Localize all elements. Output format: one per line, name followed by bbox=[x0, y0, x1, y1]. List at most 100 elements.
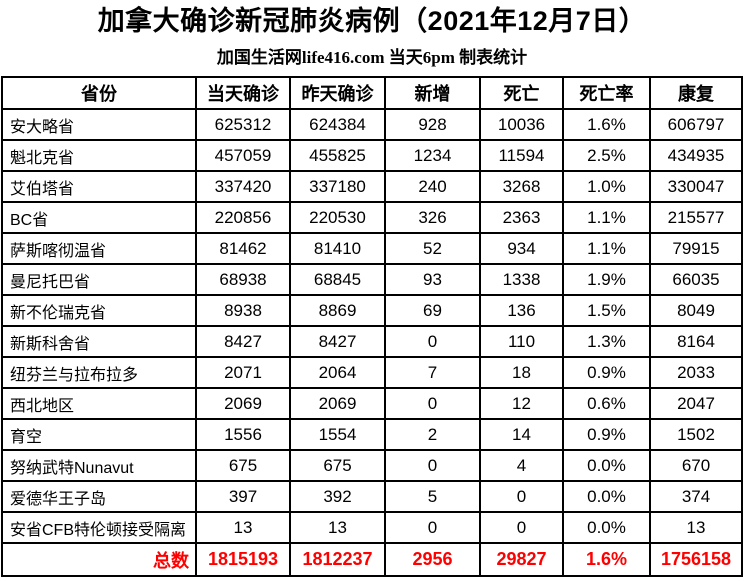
cell-deaths: 0 bbox=[479, 511, 564, 545]
totals-today: 1815193 bbox=[195, 542, 291, 578]
cell-new: 69 bbox=[384, 294, 481, 328]
cell-new: 52 bbox=[384, 232, 481, 266]
cell-recovered: 8164 bbox=[649, 325, 743, 359]
cell-yesterday: 337180 bbox=[289, 170, 386, 204]
cell-yesterday: 8869 bbox=[289, 294, 386, 328]
cell-recovered: 374 bbox=[649, 480, 743, 514]
cell-province: 曼尼托巴省 bbox=[1, 263, 197, 297]
cell-deaths: 11594 bbox=[479, 139, 564, 173]
cell-today: 625312 bbox=[195, 108, 291, 142]
cell-yesterday: 2064 bbox=[289, 356, 386, 390]
cell-deaths: 10036 bbox=[479, 108, 564, 142]
table-row: 萨斯喀彻温省 81462 81410 52 934 1.1% 79915 bbox=[1, 232, 743, 266]
cell-recovered: 66035 bbox=[649, 263, 743, 297]
cell-death-rate: 0.0% bbox=[562, 480, 651, 514]
header-cell-death-rate: 死亡率 bbox=[562, 76, 651, 111]
table-row: 安省CFB特伦顿接受隔离 13 13 0 0 0.0% 13 bbox=[1, 511, 743, 545]
totals-label: 总数 bbox=[1, 542, 197, 578]
cell-death-rate: 1.1% bbox=[562, 232, 651, 266]
cell-yesterday: 455825 bbox=[289, 139, 386, 173]
table-row: 西北地区 2069 2069 0 12 0.6% 2047 bbox=[1, 387, 743, 421]
cell-today: 81462 bbox=[195, 232, 291, 266]
cell-today: 397 bbox=[195, 480, 291, 514]
cell-recovered: 434935 bbox=[649, 139, 743, 173]
cell-death-rate: 0.0% bbox=[562, 449, 651, 483]
page-subtitle: 加国生活网life416.com 当天6pm 制表统计 bbox=[216, 48, 528, 68]
cell-recovered: 670 bbox=[649, 449, 743, 483]
cell-recovered: 215577 bbox=[649, 201, 743, 235]
cell-recovered: 13 bbox=[649, 511, 743, 545]
totals-yesterday: 1812237 bbox=[289, 542, 386, 578]
header-cell-recovered: 康复 bbox=[649, 76, 743, 111]
cell-yesterday: 2069 bbox=[289, 387, 386, 421]
cell-death-rate: 1.5% bbox=[562, 294, 651, 328]
cell-death-rate: 1.0% bbox=[562, 170, 651, 204]
cell-death-rate: 1.9% bbox=[562, 263, 651, 297]
cell-deaths: 3268 bbox=[479, 170, 564, 204]
cell-deaths: 110 bbox=[479, 325, 564, 359]
table-row: 新不伦瑞克省 8938 8869 69 136 1.5% 8049 bbox=[1, 294, 743, 328]
cell-recovered: 330047 bbox=[649, 170, 743, 204]
cell-death-rate: 0.0% bbox=[562, 511, 651, 545]
cell-new: 7 bbox=[384, 356, 481, 390]
cell-new: 326 bbox=[384, 201, 481, 235]
cell-death-rate: 1.3% bbox=[562, 325, 651, 359]
cell-province: 纽芬兰与拉布拉多 bbox=[1, 356, 197, 390]
cell-new: 240 bbox=[384, 170, 481, 204]
cell-new: 2 bbox=[384, 418, 481, 452]
table-row: 育空 1556 1554 2 14 0.9% 1502 bbox=[1, 418, 743, 452]
cell-today: 2071 bbox=[195, 356, 291, 390]
cell-deaths: 136 bbox=[479, 294, 564, 328]
cell-today: 337420 bbox=[195, 170, 291, 204]
cell-yesterday: 392 bbox=[289, 480, 386, 514]
cell-today: 2069 bbox=[195, 387, 291, 421]
cell-today: 8427 bbox=[195, 325, 291, 359]
cell-new: 0 bbox=[384, 511, 481, 545]
cell-yesterday: 624384 bbox=[289, 108, 386, 142]
cell-today: 675 bbox=[195, 449, 291, 483]
cell-new: 1234 bbox=[384, 139, 481, 173]
cell-province: 育空 bbox=[1, 418, 197, 452]
header-cell-new-cases: 新增 bbox=[384, 76, 481, 111]
cell-new: 0 bbox=[384, 387, 481, 421]
cell-recovered: 606797 bbox=[649, 108, 743, 142]
cell-today: 13 bbox=[195, 511, 291, 545]
totals-deaths: 29827 bbox=[479, 542, 564, 578]
table-row: BC省 220856 220530 326 2363 1.1% 215577 bbox=[1, 201, 743, 235]
header-cell-yesterday-confirmed: 昨天确诊 bbox=[289, 76, 386, 111]
cell-new: 93 bbox=[384, 263, 481, 297]
cell-today: 1556 bbox=[195, 418, 291, 452]
cell-yesterday: 675 bbox=[289, 449, 386, 483]
cell-deaths: 1338 bbox=[479, 263, 564, 297]
header-cell-today-confirmed: 当天确诊 bbox=[195, 76, 291, 111]
cell-recovered: 2047 bbox=[649, 387, 743, 421]
totals-death-rate: 1.6% bbox=[562, 542, 651, 578]
cell-province: 萨斯喀彻温省 bbox=[1, 232, 197, 266]
cell-deaths: 18 bbox=[479, 356, 564, 390]
cell-today: 457059 bbox=[195, 139, 291, 173]
cell-recovered: 1502 bbox=[649, 418, 743, 452]
cell-province: 艾伯塔省 bbox=[1, 170, 197, 204]
cell-province: 安省CFB特伦顿接受隔离 bbox=[1, 511, 197, 545]
cell-deaths: 0 bbox=[479, 480, 564, 514]
cell-province: BC省 bbox=[1, 201, 197, 235]
cell-province: 新斯科舍省 bbox=[1, 325, 197, 359]
table-header-row: 省份 当天确诊 昨天确诊 新增 死亡 死亡率 康复 bbox=[1, 76, 743, 111]
cell-recovered: 8049 bbox=[649, 294, 743, 328]
cell-recovered: 79915 bbox=[649, 232, 743, 266]
cell-yesterday: 8427 bbox=[289, 325, 386, 359]
cell-province: 努纳武特Nunavut bbox=[1, 449, 197, 483]
cell-death-rate: 0.9% bbox=[562, 356, 651, 390]
cell-deaths: 12 bbox=[479, 387, 564, 421]
cell-death-rate: 1.1% bbox=[562, 201, 651, 235]
cell-today: 68938 bbox=[195, 263, 291, 297]
cell-deaths: 934 bbox=[479, 232, 564, 266]
table-row: 艾伯塔省 337420 337180 240 3268 1.0% 330047 bbox=[1, 170, 743, 204]
cell-yesterday: 68845 bbox=[289, 263, 386, 297]
table-row: 魁北克省 457059 455825 1234 11594 2.5% 43493… bbox=[1, 139, 743, 173]
header-cell-province: 省份 bbox=[1, 76, 197, 111]
cell-yesterday: 220530 bbox=[289, 201, 386, 235]
cell-province: 新不伦瑞克省 bbox=[1, 294, 197, 328]
header-cell-deaths: 死亡 bbox=[479, 76, 564, 111]
table-row: 曼尼托巴省 68938 68845 93 1338 1.9% 66035 bbox=[1, 263, 743, 297]
